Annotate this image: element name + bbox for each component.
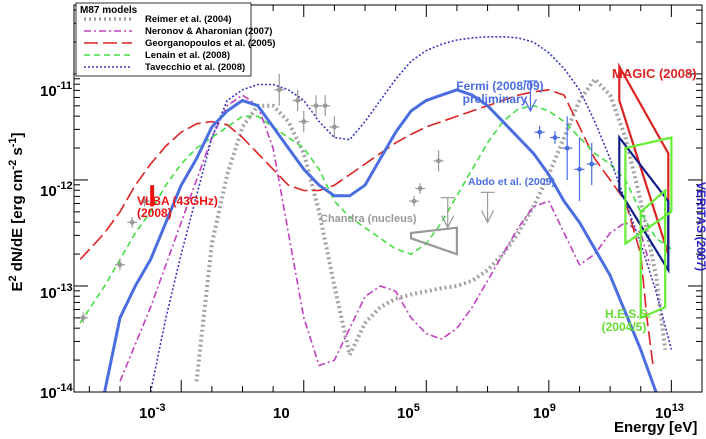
data-point — [311, 95, 322, 117]
legend-box — [75, 2, 252, 77]
data-point — [574, 137, 585, 202]
data-point — [415, 183, 426, 194]
annotations: Fermi (2008/09) preliminary MAGIC (2008)… — [137, 66, 706, 334]
legend-label: Lenain et al. (2008) — [145, 50, 230, 61]
x-tick-labels: 10-3 10 105 109 1013 — [139, 402, 684, 422]
veritas-label: VERITAS (2007) — [694, 182, 706, 271]
legend-label: Reimer et al. (2004) — [145, 14, 232, 25]
legend-label: Georganopoulos et al. (2005) — [145, 38, 275, 49]
data-point — [534, 125, 545, 139]
bowtie-spectra — [409, 62, 673, 320]
series-line-georganopoulos-et-al-2005- — [79, 89, 654, 366]
data-point — [329, 116, 340, 138]
series-line-tavecchio-et-al-2008- — [149, 36, 673, 392]
data-points — [78, 73, 597, 324]
y-tick-label: 10-14 — [40, 382, 73, 402]
fermi-sublabel: preliminary — [463, 92, 528, 106]
vlba-sublabel: (2008) — [137, 206, 172, 220]
data-point — [127, 217, 138, 228]
x-tick-label: 109 — [533, 402, 556, 422]
x-tick-label: 105 — [397, 402, 420, 422]
data-point — [320, 95, 331, 117]
legend-entry: Georganopoulos et al. (2005) — [84, 38, 275, 49]
hess-label: H.E.S.S. — [605, 307, 651, 321]
legend-title: M87 models — [80, 5, 138, 16]
x-axis-title: Energy [eV] — [614, 419, 697, 436]
legend: M87 models Reimer et al. (2004)Neronov &… — [75, 2, 275, 77]
data-point — [274, 73, 285, 106]
upper-limit-arrow — [480, 191, 495, 224]
legend-label: Neronov & Aharonian (2007) — [145, 26, 272, 37]
model-curves — [79, 36, 673, 392]
magic-label: MAGIC (2008) — [612, 66, 697, 81]
bowtie-h-e-s-s-flare — [639, 188, 667, 320]
data-point — [292, 89, 303, 112]
data-point — [586, 142, 597, 186]
y-axis-title: E2 dN/dE [erg cm-2 s-1] — [7, 132, 26, 291]
data-point — [433, 150, 444, 172]
y-tick-label: 10-11 — [40, 80, 72, 100]
axis-ticks — [74, 5, 703, 393]
plot-frame — [73, 4, 703, 393]
y-tick-labels: 10-14 10-13 10-12 10-11 — [40, 80, 73, 402]
data-point — [549, 131, 560, 144]
chandra-label: Chandra (nucleus) — [320, 213, 417, 225]
x-tick-label: 10-3 — [139, 402, 165, 422]
legend-entry: Lenain et al. (2008) — [84, 50, 230, 61]
legend-entry: Reimer et al. (2004) — [84, 14, 232, 25]
x-tick-label: 1013 — [655, 402, 684, 422]
abdo-label: Abdo et al. (2009) — [468, 176, 555, 188]
upper-limit-arrow — [440, 197, 455, 229]
y-tick-label: 10-13 — [40, 282, 73, 302]
bowtie-h-e-s-s-2004-5- — [624, 136, 673, 246]
series-line-neronov-aharonian-2007- — [119, 94, 651, 382]
legend-entry: Tavecchio et al. (2008) — [84, 62, 245, 73]
bowtie-veritas-2007- — [618, 134, 670, 274]
legend-label: Tavecchio et al. (2008) — [145, 62, 245, 73]
data-point — [562, 116, 573, 180]
bowtie-chandra-nucleus- — [409, 226, 458, 256]
legend-entries: Reimer et al. (2004)Neronov & Aharonian … — [84, 14, 275, 73]
upper-limit-arrow — [523, 80, 538, 113]
vlba-label: VLBA (43GHz) — [137, 194, 218, 208]
data-point — [409, 195, 420, 207]
x-tick-label: 10 — [273, 405, 290, 422]
series-line-lenain-et-al-2008- — [79, 104, 672, 324]
hess-sublabel: (2004/5) — [602, 320, 647, 334]
data-point — [114, 259, 125, 271]
data-point — [298, 111, 309, 133]
legend-entry: Neronov & Aharonian (2007) — [84, 26, 272, 37]
data-point — [139, 195, 150, 207]
series-line-fermi-2008-09-preliminary-model — [103, 88, 658, 392]
y-tick-label: 10-12 — [40, 180, 73, 200]
fermi-label: Fermi (2008/09) — [456, 79, 543, 93]
